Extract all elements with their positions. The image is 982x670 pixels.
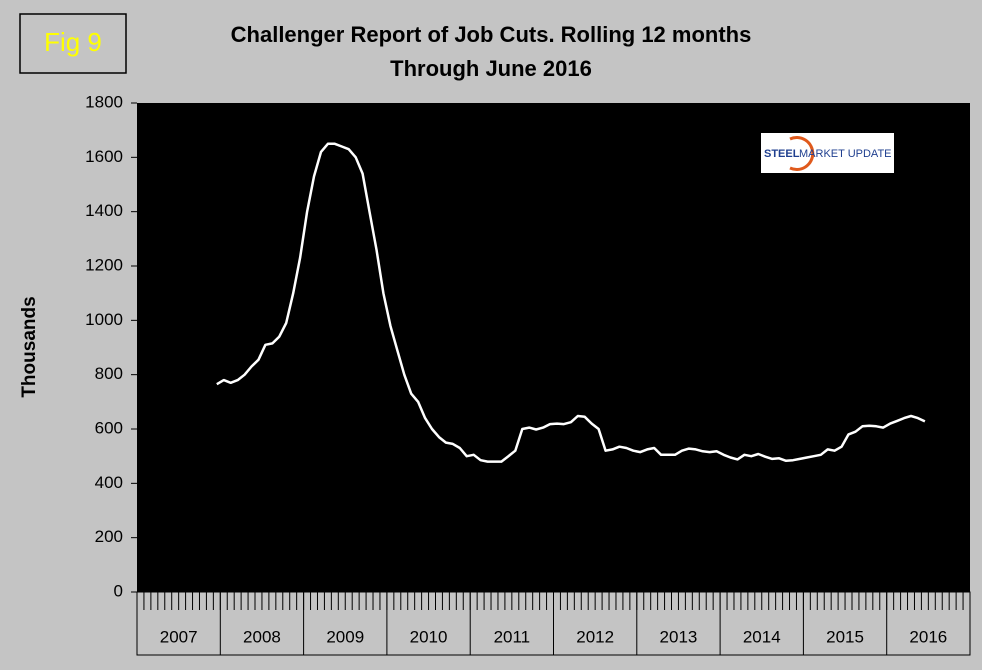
chart-title: Challenger Report of Job Cuts. Rolling 1… <box>231 22 752 47</box>
y-tick-label: 1400 <box>85 201 123 220</box>
plot-area <box>137 103 970 592</box>
y-tick-label: 800 <box>95 364 123 383</box>
x-tick-label: 2015 <box>826 627 864 646</box>
y-axis-label: Thousands <box>19 296 40 397</box>
logo-word: STEEL <box>764 148 800 160</box>
x-tick-label: 2011 <box>494 627 531 646</box>
x-tick-label: 2016 <box>909 627 947 646</box>
y-tick-label: 600 <box>95 418 123 437</box>
logo-word: MARKET UPDATE <box>799 148 892 160</box>
y-tick-label: 200 <box>95 527 123 546</box>
y-tick-label: 1000 <box>85 310 123 329</box>
x-tick-label: 2009 <box>326 627 364 646</box>
logo-box <box>761 133 894 173</box>
x-tick-label: 2012 <box>576 627 614 646</box>
x-tick-label: 2007 <box>160 627 198 646</box>
logo-swoosh <box>789 136 815 171</box>
y-tick-label: 1800 <box>85 92 123 111</box>
figure-box <box>19 13 127 74</box>
figure-label: Fig 9 <box>44 27 102 57</box>
x-tick-label: 2013 <box>660 627 698 646</box>
logo: STEEL MARKET UPDATE <box>761 133 894 173</box>
y-tick-label: 1600 <box>85 147 123 166</box>
y-tick-label: 0 <box>114 581 123 600</box>
y-tick-label: 400 <box>95 473 123 492</box>
data-line <box>216 142 926 463</box>
x-tick-label: 2008 <box>243 627 281 646</box>
x-tick-label: 2014 <box>743 627 781 646</box>
y-tick-label: 1200 <box>85 255 123 274</box>
x-tick-label: 2010 <box>410 627 448 646</box>
chart-subtitle: Through June 2016 <box>390 56 592 81</box>
